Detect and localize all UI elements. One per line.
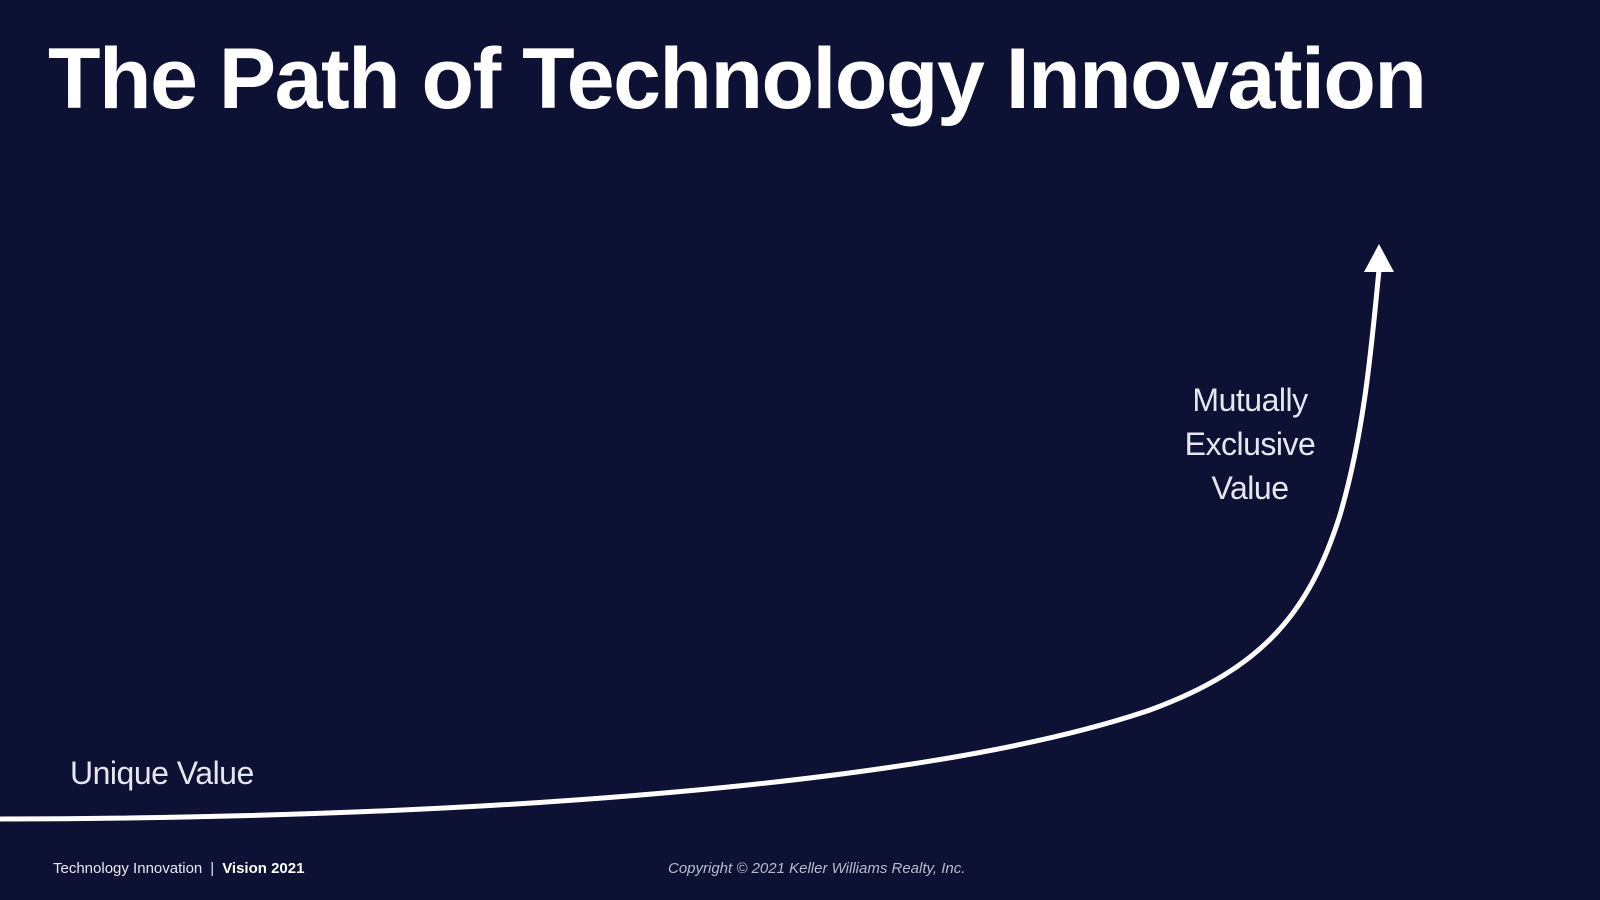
footer-section: Technology Innovation | Vision 2021 (53, 860, 304, 877)
end-label-line: Mutually (1192, 382, 1308, 418)
start-label: Unique Value (70, 755, 254, 791)
copyright-text: Copyright © 2021 Keller Williams Realty,… (668, 860, 966, 877)
end-label-line: Value (1211, 470, 1289, 506)
end-label: Mutually Exclusive Value (1150, 378, 1350, 510)
footer-event: Vision 2021 (222, 860, 305, 877)
upward-arrow-icon (1364, 244, 1394, 272)
slide-title: The Path of Technology Innovation (48, 31, 1427, 127)
growth-curve (0, 267, 1382, 822)
footer-separator: | (210, 860, 215, 877)
end-label-line: Exclusive (1184, 426, 1316, 462)
footer-section-name: Technology Innovation (53, 860, 203, 877)
